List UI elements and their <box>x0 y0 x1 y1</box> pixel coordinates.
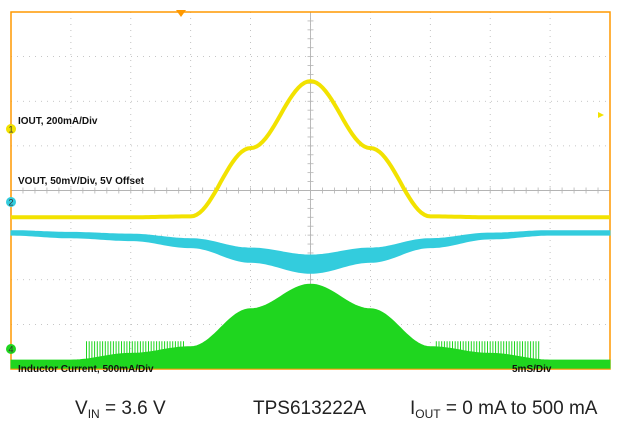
vin-symbol: V <box>75 398 88 419</box>
trigger-position-icon <box>176 10 186 17</box>
iout-caption: IOUT = 0 mA to 500 mA <box>410 398 597 421</box>
part-caption: TPS613222A <box>253 398 367 419</box>
ch2-marker: 2 <box>6 197 16 208</box>
ch4-marker: 4 <box>6 344 16 355</box>
ch2-marker-label: 2 <box>8 198 13 208</box>
vout-label: VOUT, 50mV/Div, 5V Offset <box>18 176 145 187</box>
iout-range: = 0 mA to 500 mA <box>440 398 598 419</box>
vin-subscript: IN <box>87 407 100 421</box>
vout-trace <box>10 230 611 274</box>
screen-border <box>10 11 611 370</box>
iout-symbol: I <box>410 398 416 419</box>
timebase-label: 5mS/Div <box>512 364 552 375</box>
vin-value: = 3.6 V <box>99 398 166 419</box>
test-conditions: VIN = 3.6 V TPS613222A IOUT = 0 mA to 50… <box>0 396 642 427</box>
ch4-marker-label: 4 <box>8 345 13 355</box>
iout-trace <box>11 79 610 220</box>
iout-label: IOUT, 200mA/Div <box>18 116 98 127</box>
vin-caption: VIN = 3.6 V <box>75 398 166 421</box>
ch1-marker: 1 <box>6 124 16 135</box>
ch1-marker-label: 1 <box>8 125 13 135</box>
ch1-right-arrow-icon <box>598 112 604 118</box>
inductor-label: Inductor Current, 500mA/Div <box>18 364 154 375</box>
inductor-current-trace <box>10 283 611 369</box>
iout-subscript: OUT <box>415 407 441 421</box>
oscilloscope-screen: 1 2 4 IOUT, 200mA/Div VOUT, 50mV/Div, 5V… <box>6 10 611 375</box>
